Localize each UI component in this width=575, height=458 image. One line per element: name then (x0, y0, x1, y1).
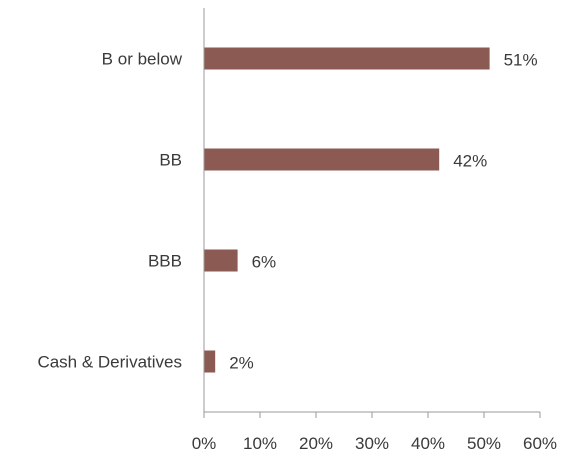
bar (204, 148, 440, 171)
data-label: 2% (229, 354, 254, 373)
x-tick-label: 20% (299, 434, 333, 453)
category-label: Cash & Derivatives (37, 353, 182, 372)
data-label: 42% (453, 152, 487, 171)
data-label: 6% (252, 253, 277, 272)
data-label: 51% (504, 51, 538, 70)
x-tick-label: 50% (467, 434, 501, 453)
category-label: BBB (148, 252, 182, 271)
category-label: BB (159, 151, 182, 170)
category-label: B or below (102, 50, 183, 69)
x-tick-label: 10% (243, 434, 277, 453)
bar (204, 350, 216, 373)
bar (204, 47, 490, 70)
x-tick-label: 30% (355, 434, 389, 453)
x-tick-label: 40% (411, 434, 445, 453)
x-tick-label: 60% (523, 434, 557, 453)
bar (204, 249, 238, 272)
x-tick-label: 0% (192, 434, 217, 453)
